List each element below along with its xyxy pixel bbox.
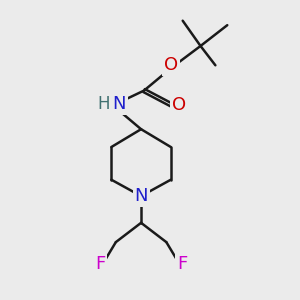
Text: N: N xyxy=(112,95,126,113)
Text: F: F xyxy=(177,255,187,273)
Text: F: F xyxy=(95,255,105,273)
Text: O: O xyxy=(172,96,186,114)
Text: N: N xyxy=(134,187,148,205)
Text: O: O xyxy=(164,56,178,74)
Text: H: H xyxy=(97,95,110,113)
